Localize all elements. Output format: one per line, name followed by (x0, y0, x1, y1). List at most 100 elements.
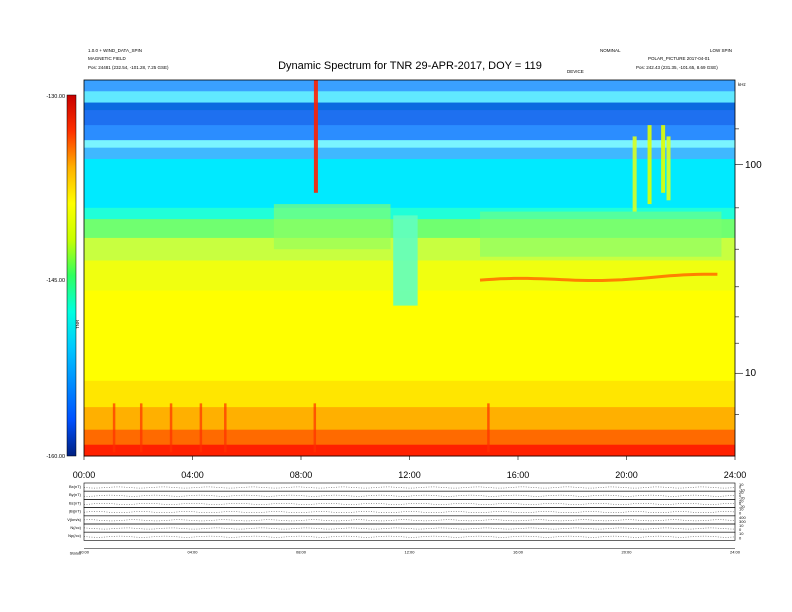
panel-x-tick-label-6: 24:00 (730, 549, 741, 554)
panel-trace-6 (83, 535, 736, 538)
panel-right-tick-2-2: -20 (739, 504, 746, 509)
panel-label-4: V(km/s) (67, 517, 81, 522)
header-left-position: Pos: 24481 (232.54, -101.28, 7.25 GSE) (88, 65, 169, 70)
right-tick-100: 100 (745, 160, 762, 171)
x-axis-tick-label-5: 20:00 (615, 470, 638, 480)
emission-line (479, 272, 718, 282)
spectrum-band-0 (84, 80, 735, 92)
header-right-small: DEVICE (567, 69, 584, 74)
x-axis: 00:00 04:00 08:00 12:00 16:00 20:00 24:00 (73, 456, 747, 480)
spectrum-enhancement-morning (273, 204, 391, 250)
spectrum-enhancement-afternoon (480, 211, 722, 257)
panel-trace-3 (83, 511, 736, 513)
spectrum-band-13 (84, 380, 735, 408)
spectrogram-panel (84, 80, 735, 457)
panel-right-tick-4-1: 300 (739, 519, 746, 524)
chart-title: Dynamic Spectrum for TNR 29-APR-2017, DO… (278, 60, 542, 72)
panel-label-1: By(nT) (69, 492, 82, 497)
spectrum-band-4 (84, 125, 735, 141)
spectrum-band-16 (84, 444, 735, 457)
panel-right-tick-0-1: 0 (739, 485, 742, 490)
panel-x-tick-label-3: 12:00 (404, 549, 415, 554)
panel-right-tick-1-0: 20 (739, 490, 744, 495)
panel-right-tick-6-1: 0 (739, 535, 742, 540)
header-right-position: Pos: 242.43 (231.35, -101.65, 8.69 GSE) (636, 65, 718, 70)
x-axis-tick-label-1: 04:00 (181, 470, 204, 480)
panel-trace-5 (83, 527, 736, 530)
spectrum-band-15 (84, 429, 735, 446)
burst-20:20 (632, 136, 637, 212)
panel-label-2: Bz(nT) (69, 500, 82, 505)
spectrum-band-12 (84, 290, 735, 382)
panel-trace-2 (83, 503, 736, 505)
panel-frame-0 (83, 482, 736, 492)
colorbar-tick-mid: -145.00 (46, 278, 65, 284)
panel-x-tick-label-1: 04:00 (187, 549, 198, 554)
panel-label-6: Np(/cc) (68, 533, 82, 538)
spectrum-band-8 (84, 207, 735, 220)
panel-label-5: N(/cc) (70, 525, 81, 530)
burst-21:20 (661, 125, 666, 193)
panel-right-tick-4-0: 400 (739, 515, 746, 520)
panel-right-tick-3-1: 0 (739, 511, 742, 516)
spectrum-band-1 (84, 91, 735, 104)
panel-label-3: |B|(nT) (69, 509, 82, 514)
panel-right-tick-3-0: 10 (739, 507, 744, 512)
colorbar-tick-top: -130.00 (46, 94, 65, 100)
bottom-streak-2 (169, 403, 173, 453)
burst-08:30 (313, 80, 318, 193)
spectrum-band-3 (84, 110, 735, 126)
panel-right-tick-1-1: 0 (739, 493, 742, 498)
panel-trace-0 (83, 486, 736, 489)
header-right-line1b: LOW SPIN (710, 48, 732, 53)
panel-frame-6 (83, 531, 736, 541)
panel-label-0: Bx(nT) (69, 484, 82, 489)
panel-right-tick-5-0: 10 (739, 523, 744, 528)
bottom-streak-1 (139, 403, 143, 453)
spectrum-band-5 (84, 140, 735, 149)
x-axis-tick-label-4: 16:00 (507, 470, 530, 480)
panel-frame-2 (83, 499, 736, 508)
right-axis (735, 128, 743, 415)
colorbar-label: TNR (75, 319, 80, 329)
panel-right-tick-0-2: -10 (739, 487, 746, 492)
panel-right-tick-2-0: 20 (739, 498, 744, 503)
spectrum-band-7 (84, 158, 735, 209)
spectrum-band-14 (84, 407, 735, 431)
panel-right-tick-2-1: 0 (739, 501, 742, 506)
bottom-streak-0 (112, 403, 116, 453)
right-tick-10: 10 (745, 368, 757, 379)
panel-right-tick-0-0: 10 (739, 482, 744, 487)
x-axis-tick-label-3: 12:00 (398, 470, 421, 480)
burst-20:50 (647, 125, 652, 205)
panel-x-tick-label-0: 00:00 (79, 549, 90, 554)
bottom-streak-3 (199, 403, 203, 453)
bottom-streak-6 (487, 403, 490, 453)
x-axis-tick-label-6: 24:00 (724, 470, 747, 480)
panel-label-status: Status (70, 550, 81, 555)
x-axis-tick-label-0: 00:00 (73, 470, 96, 480)
spectrum-band-2 (84, 102, 735, 111)
panel-x-tick-label-4: 16:00 (513, 549, 524, 554)
colorbar (66, 94, 77, 457)
panel-frame-5 (83, 523, 736, 533)
panel-frame-1 (83, 490, 736, 500)
right-axis-unit: kHz (738, 82, 746, 87)
x-axis-tick-label-2: 08:00 (290, 470, 313, 480)
dropout-12:00 (393, 215, 418, 306)
spectrum-band-6 (84, 147, 735, 160)
header-left-line2: MAGNETIC FIELD (88, 56, 127, 61)
bottom-streak-4 (224, 403, 227, 453)
panel-right-tick-5-1: 0 (739, 527, 742, 532)
panel-trace-1 (83, 494, 736, 497)
bottom-streak-5 (313, 403, 317, 453)
panel-trace-4 (83, 519, 736, 522)
header-right-line2: POLAR_PICTURE 2017-04-01 (648, 56, 710, 61)
header-right-line1: NOMINAL (600, 48, 621, 53)
panel-x-tick-label-2: 08:00 (296, 549, 307, 554)
panel-x-tick-label-5: 20:00 (621, 549, 632, 554)
colorbar-tick-bottom: -160.00 (46, 454, 65, 460)
panel-right-tick-6-0: 10 (739, 531, 744, 536)
